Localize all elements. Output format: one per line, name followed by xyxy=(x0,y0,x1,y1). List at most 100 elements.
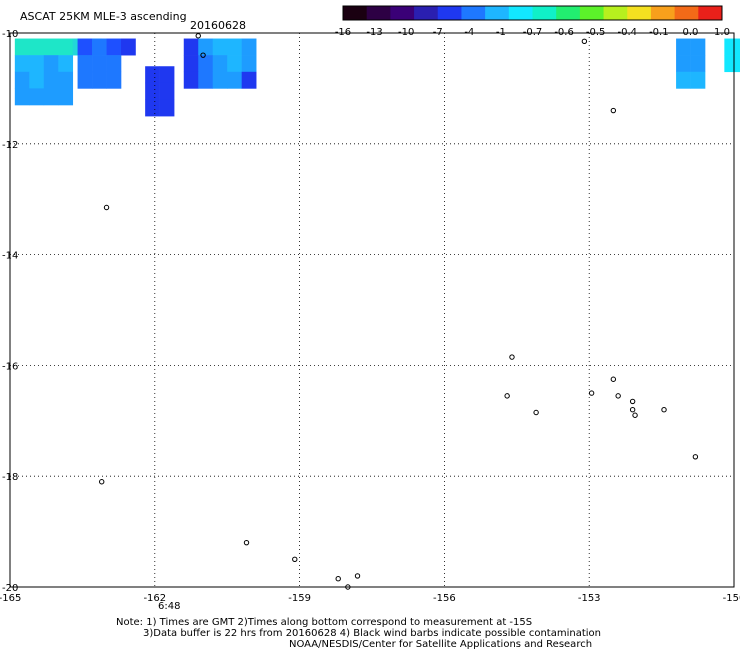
island-outline xyxy=(195,33,201,39)
axis-tick-labels: -165 -162 -159 -156 -153 -150 -10 -12 -14 -16 -18 -… xyxy=(0,29,740,604)
wind-cell xyxy=(227,55,242,73)
wind-cell xyxy=(227,38,242,56)
island-outlines xyxy=(99,33,699,590)
wind-cell xyxy=(676,55,691,73)
island-outline xyxy=(588,390,595,396)
colorbar-swatch xyxy=(698,6,723,20)
wind-cell xyxy=(690,38,706,56)
wind-cell xyxy=(159,99,175,117)
colorbar-swatch xyxy=(343,6,368,20)
wind-cell xyxy=(14,38,30,56)
wind-cell xyxy=(183,55,199,73)
colorbar-swatch xyxy=(508,6,533,20)
wind-cell xyxy=(14,88,30,106)
wind-cell xyxy=(14,71,30,89)
wind-cell xyxy=(43,71,59,89)
longitude-tick-label: -162 xyxy=(143,593,166,604)
wind-cell xyxy=(212,55,228,73)
island-outline xyxy=(629,398,636,405)
island-outline xyxy=(292,556,298,562)
island-outline xyxy=(99,479,105,485)
wind-cell xyxy=(241,55,257,73)
wind-cell xyxy=(690,71,706,89)
wind-cell xyxy=(77,71,93,89)
wind-cell xyxy=(159,66,175,84)
longitude-tick-label: -165 xyxy=(0,593,21,604)
wind-cell xyxy=(43,38,59,56)
wind-cell xyxy=(92,71,107,89)
wind-cell xyxy=(92,55,107,73)
colorbar-swatch xyxy=(579,6,605,20)
colorbar-swatch xyxy=(485,6,510,20)
wind-cell xyxy=(676,71,691,89)
wind-cell xyxy=(183,38,199,56)
wind-cell xyxy=(92,38,107,56)
lat-lon-grid xyxy=(9,32,735,588)
wind-cell xyxy=(738,55,740,73)
map-date: 20160628 xyxy=(190,19,246,32)
island-outline xyxy=(200,52,206,58)
longitude-tick-label: -159 xyxy=(288,593,311,604)
wind-cell xyxy=(159,82,175,100)
colorbar-swatch xyxy=(627,6,652,20)
colorbar-swatch xyxy=(603,6,628,20)
island-outline xyxy=(335,575,341,582)
island-outline xyxy=(610,376,617,382)
wind-cell xyxy=(77,38,93,56)
wind-cell xyxy=(145,82,160,100)
latitude-tick-label: -20 xyxy=(2,583,18,594)
map-title: ASCAT 25KM MLE-3 ascending xyxy=(20,10,187,23)
note-line-1: Note: 1) Times are GMT 2)Times along bot… xyxy=(116,617,532,628)
island-outline xyxy=(629,407,636,413)
wind-cell xyxy=(106,55,122,73)
colorbar-swatch xyxy=(674,6,699,20)
latitude-tick-label: -12 xyxy=(2,140,18,151)
wind-cell xyxy=(198,55,214,73)
time-label: 6:48 xyxy=(158,601,180,612)
colorbar-swatch xyxy=(414,6,439,20)
island-outline xyxy=(509,354,515,360)
island-outline xyxy=(610,107,617,114)
wind-cell xyxy=(145,99,160,117)
note-line-2: 3)Data buffer is 22 hrs from 20160628 4)… xyxy=(143,628,601,639)
wind-cell xyxy=(241,71,257,89)
map-frame xyxy=(9,32,735,588)
wind-cell xyxy=(29,88,45,106)
wind-cell xyxy=(738,38,740,56)
colorbar-swatch xyxy=(650,6,676,20)
island-outline xyxy=(581,38,588,45)
wind-cell xyxy=(29,38,45,56)
wind-cell xyxy=(58,88,74,106)
island-outline xyxy=(103,204,110,211)
longitude-tick-label: -156 xyxy=(433,593,456,604)
latitude-tick-label: -10 xyxy=(2,29,18,40)
wind-cell xyxy=(241,38,257,56)
wind-cell xyxy=(43,55,59,73)
wind-cell xyxy=(183,71,199,89)
wind-cell xyxy=(121,38,136,56)
colorbar-swatch xyxy=(532,6,557,20)
island-outline xyxy=(243,539,250,546)
wind-data-cells xyxy=(14,38,740,117)
colorbar-swatch xyxy=(437,6,462,20)
wind-cell xyxy=(227,71,242,89)
wind-cell xyxy=(58,55,74,73)
wind-cell xyxy=(29,71,45,89)
island-outline xyxy=(354,573,361,579)
longitude-tick-label: -150 xyxy=(723,593,740,604)
wind-cell xyxy=(145,66,160,84)
wind-cell xyxy=(676,38,691,56)
island-outline xyxy=(632,412,638,418)
island-outline xyxy=(692,454,699,460)
wind-cell xyxy=(58,38,74,56)
island-outline xyxy=(533,409,539,416)
colorbar-swatch xyxy=(461,6,486,20)
wind-cell xyxy=(198,38,214,56)
wind-cell xyxy=(106,38,122,56)
wind-cell xyxy=(43,88,59,106)
wind-cell xyxy=(198,71,214,89)
wind-cell xyxy=(724,55,740,73)
latitude-tick-label: -16 xyxy=(2,361,18,372)
island-outline xyxy=(661,407,667,413)
